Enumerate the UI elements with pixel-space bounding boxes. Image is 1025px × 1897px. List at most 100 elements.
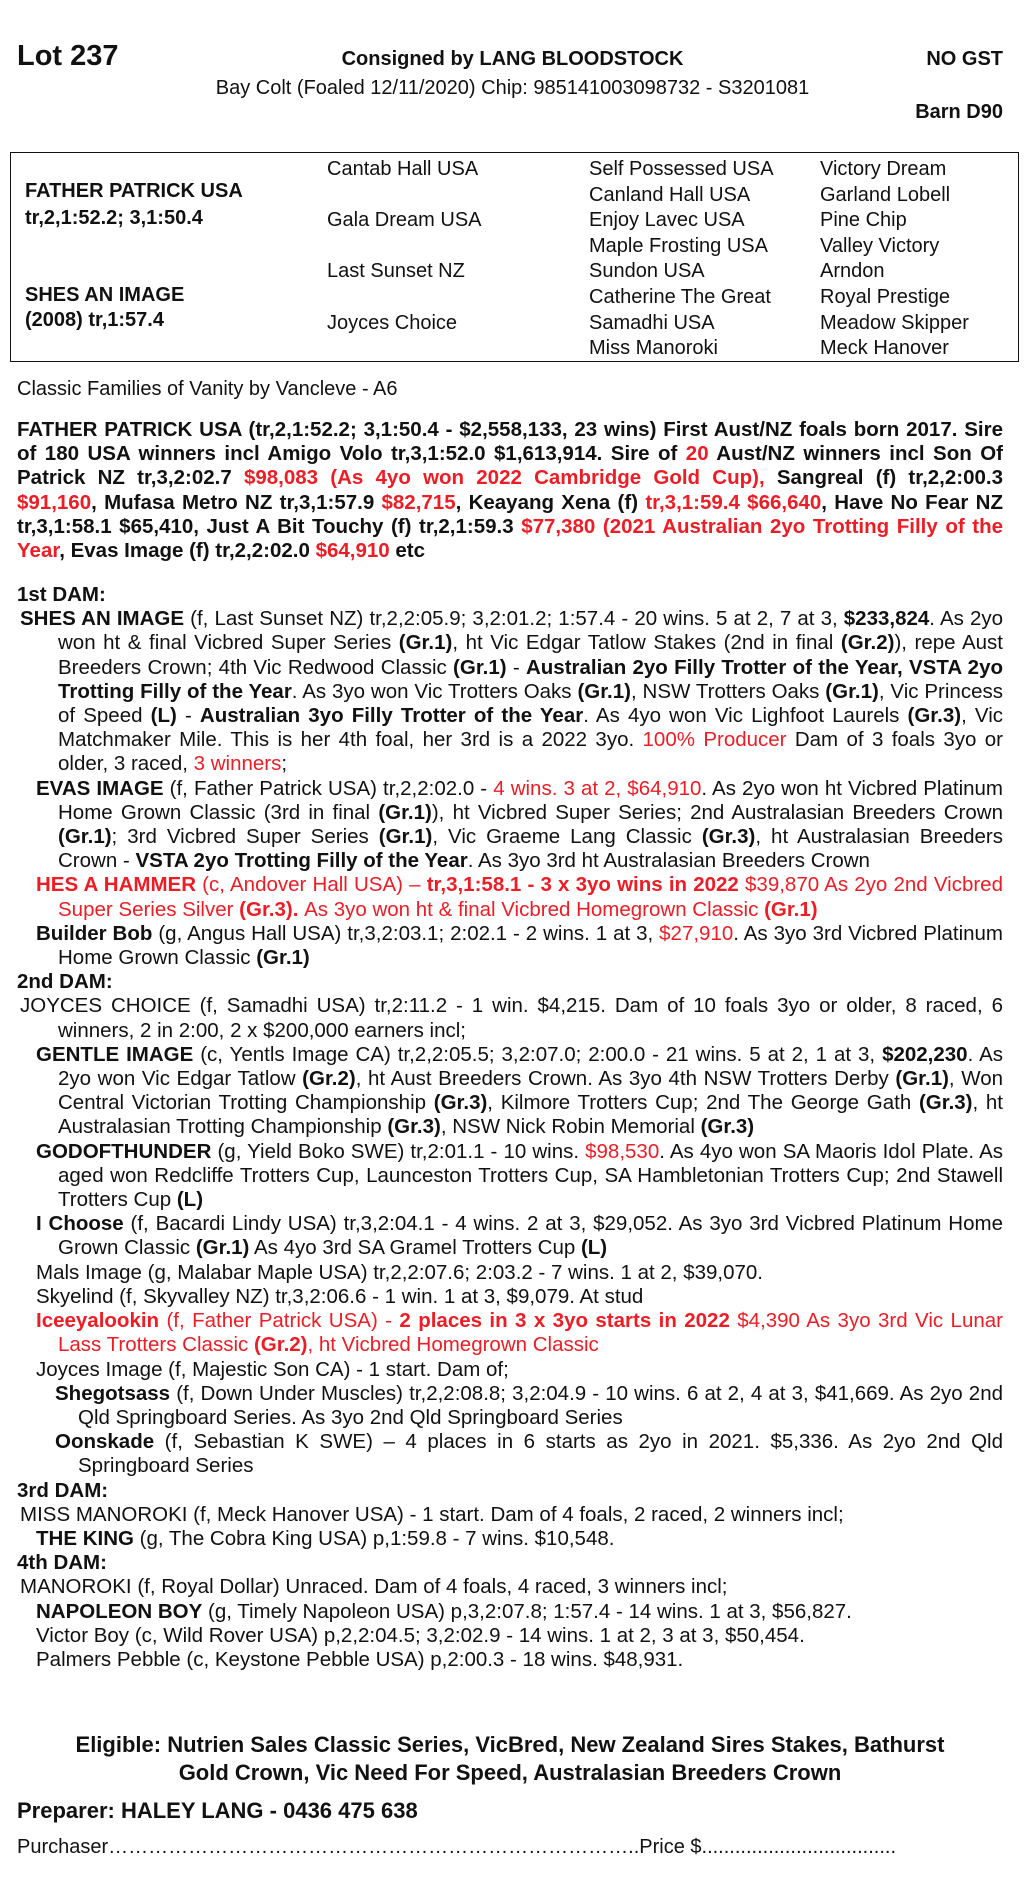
text-run: (Gr.3) (433, 1091, 488, 1115)
text-run: . As 2yo won Vic Edgar Tatlow (58, 1042, 1003, 1091)
pedigree-entry: GODOFTHUNDER (g, Yield Boko SWE) tr,2:01… (17, 1140, 1003, 1213)
pedigree-ancestor: Canland Hall USA (589, 183, 751, 206)
dam-record: (2008) tr,1:57.4 (25, 309, 164, 331)
sire-name: FATHER PATRICK USA (25, 180, 243, 202)
text-run: etc (389, 539, 426, 563)
text-run: (Gr.1) (577, 679, 631, 703)
pedigree-entry: Palmers Pebble (c, Keystone Pebble USA) … (17, 1648, 1003, 1672)
highlight-text: 2 places in 3 x 3yo starts in 2022 (399, 1309, 730, 1333)
text-run: ), ht Vicbred Super Series; 2nd Australa… (431, 800, 1003, 824)
pedigree-table: FATHER PATRICK USA tr,2,1:52.2; 3,1:50.4… (10, 152, 1019, 362)
text-run: (Gr.1) (825, 679, 879, 703)
highlight-text: $98,530 (585, 1139, 660, 1163)
text-run: JOYCES CHOICE (f, Samadhi USA) tr,2:11.2… (20, 994, 1003, 1042)
pedigree-ancestor: Meck Hanover (820, 337, 949, 360)
text-run: (Gr.1) (378, 800, 432, 824)
pedigree-entry: Skyelind (f, Skyvalley NZ) tr,3,2:06.6 -… (17, 1285, 1003, 1309)
text-run: ; 3rd Vicbred Super Series (111, 825, 379, 849)
text-run: (Gr.1) (195, 1236, 250, 1260)
text-run: NAPOLEON BOY (36, 1599, 203, 1623)
text-run: (g, Angus Hall USA) tr,3,2:03.1; 2:02.1 … (152, 921, 660, 945)
text-run: (f, Father Patrick USA) tr,2,2:02.0 - (163, 776, 494, 800)
highlight-text: $27,910 (659, 921, 734, 945)
pedigree-ancestor: Self Possessed USA (589, 158, 774, 180)
text-run: Joyces Image (f, Majestic Son CA) - 1 st… (36, 1357, 509, 1381)
text-run: , Vic Matchmaker Mile. This is her 4th f… (58, 704, 1004, 752)
text-run: GODOFTHUNDER (36, 1139, 212, 1163)
pedigree-ancestor: Sundon USA (589, 260, 705, 283)
pedigree-entry: NAPOLEON BOY (g, Timely Napoleon USA) p,… (17, 1600, 1003, 1624)
purchaser-price-line[interactable]: Purchaser……………………………………………………………………..Pri… (17, 1836, 896, 1858)
text-run: Skyelind (f, Skyvalley NZ) tr,3,2:06.6 -… (36, 1284, 644, 1308)
text-run: Mals Image (g, Malabar Maple USA) tr,2,2… (36, 1260, 763, 1284)
text-run: FATHER PATRICK USA (tr,2,1:52.2; 3,1:50.… (17, 418, 1003, 466)
text-run: THE KING (36, 1526, 134, 1550)
pedigree-ancestor: Catherine The Great (589, 286, 771, 308)
highlight-text: $82,715 (381, 490, 456, 514)
pedigree-entry: EVAS IMAGE (f, Father Patrick USA) tr,2,… (17, 777, 1003, 874)
text-run: , Evas Image (f) tr,2,2:02.0 (59, 539, 316, 563)
highlight-text: Iceeyalookin (36, 1309, 160, 1333)
pedigree-ancestor: Samadhi USA (589, 311, 715, 334)
text-run: (Gr.3) (700, 1115, 755, 1139)
text-run: SHES AN IMAGE (20, 607, 185, 631)
text-run: (Gr.2) (840, 631, 895, 655)
text-run: . As 2yo won ht Vicbred Platinum Home Gr… (58, 776, 1003, 824)
section-heading: 2nd DAM: (17, 970, 1003, 994)
text-run: 1st DAM: (17, 583, 106, 606)
text-run: . As 3yo won Vic Trotters Oaks (291, 679, 578, 703)
highlight-text: $39,870 As 2yo 2nd Vicbred Super Series … (58, 873, 1003, 921)
pedigree-entry: HES A HAMMER (c, Andover Hall USA) – tr,… (17, 873, 1003, 921)
text-run: 2nd DAM: (17, 970, 113, 994)
text-run: (g, Yield Boko SWE) tr,2:01.1 - 10 wins. (211, 1139, 586, 1163)
pedigree-entry: Shegotsass (f, Down Under Muscles) tr,2,… (17, 1382, 1003, 1430)
text-run: , ht Australasian Breeders Crown - (58, 825, 1003, 873)
text-run: (L) (150, 704, 177, 728)
pedigree-ancestor: Miss Manoroki (589, 337, 718, 360)
highlight-text: $91,160 (17, 490, 92, 514)
pedigree-entry: MANOROKI (f, Royal Dollar) Unraced. Dam … (17, 1575, 1003, 1599)
text-run: Palmers Pebble (c, Keystone Pebble USA) … (36, 1647, 684, 1671)
highlight-text: (c, Andover Hall USA) – (196, 873, 427, 897)
text-run: Australian 2yo Filly Trotter of the Year… (58, 655, 1003, 703)
highlight-text: As 3yo won ht & final Vicbred Homegrown … (304, 897, 765, 921)
pedigree-ancestor: Arndon (820, 260, 885, 283)
pedigree-ancestor: Cantab Hall USA (327, 158, 479, 180)
pedigree-ancestor: Valley Victory (820, 234, 940, 257)
consignor: Consigned by LANG BLOODSTOCK (341, 48, 684, 70)
text-run: (Gr.1) (256, 946, 310, 970)
text-run: MISS MANOROKI (f, Meck Hanover USA) - 1 … (20, 1502, 844, 1526)
pedigree-entry: Oonskade (f, Sebastian K SWE) – 4 places… (17, 1430, 1003, 1478)
text-run: (c, Yentls Image CA) tr,2,2:05.5; 3,2:07… (193, 1042, 883, 1066)
text-run: - (506, 655, 526, 679)
text-run: EVAS IMAGE (36, 776, 164, 800)
text-run: 3rd DAM: (17, 1478, 109, 1502)
highlight-text: $4,390 As 3yo 3rd Vic Lunar Lass Trotter… (58, 1309, 1003, 1357)
pedigree-ancestor: Maple Frosting USA (589, 234, 768, 257)
pedigree-entry: Mals Image (g, Malabar Maple USA) tr,2,2… (17, 1261, 1003, 1285)
text-run: (f, Down Under Muscles) tr,2,2:08.8; 3,2… (78, 1381, 1003, 1429)
eligibility-line-1: Eligible: Nutrien Sales Classic Series, … (75, 1732, 945, 1757)
text-run: I Choose (36, 1212, 124, 1236)
horse-details: Bay Colt (Foaled 12/11/2020) Chip: 98514… (215, 77, 810, 99)
pedigree-ancestor: Enjoy Lavec USA (589, 209, 745, 232)
text-run: , Won Central Victorian Trotting Champio… (58, 1067, 1003, 1115)
highlight-text: (Gr.2) (253, 1333, 308, 1357)
text-run: , ht Vic Edgar Tatlow Stakes (2nd in fin… (452, 631, 841, 655)
eligibility: Eligible: Nutrien Sales Classic Series, … (17, 1731, 1003, 1787)
text-run: - (176, 704, 200, 728)
text-run: (Gr.1) (378, 825, 433, 849)
lot-number: Lot 237 (17, 40, 119, 72)
pedigree-entry: THE KING (g, The Cobra King USA) p,1:59.… (17, 1527, 1003, 1551)
text-run: (L) (176, 1188, 204, 1212)
text-run: , Kilmore Trotters Cup; 2nd The George G… (487, 1091, 919, 1115)
highlight-text: (Gr.1) (764, 897, 818, 921)
highlight-text: $98,083 (As 4yo won 2022 Cambridge Gold … (243, 466, 765, 490)
text-run: Australian 3yo Filly Trotter of the Year (199, 704, 584, 728)
pedigree-entry: Joyces Image (f, Majestic Son CA) - 1 st… (17, 1358, 1003, 1382)
pedigree-ancestor: Victory Dream (820, 158, 947, 180)
eligibility-line-2: Gold Crown, Vic Need For Speed, Australa… (178, 1760, 842, 1785)
highlight-text: HES A HAMMER (36, 873, 197, 897)
text-run: . As 2yo won ht & final Vicbred Super Se… (58, 607, 1004, 655)
text-run: , Vic Princess of Speed (58, 679, 1003, 728)
